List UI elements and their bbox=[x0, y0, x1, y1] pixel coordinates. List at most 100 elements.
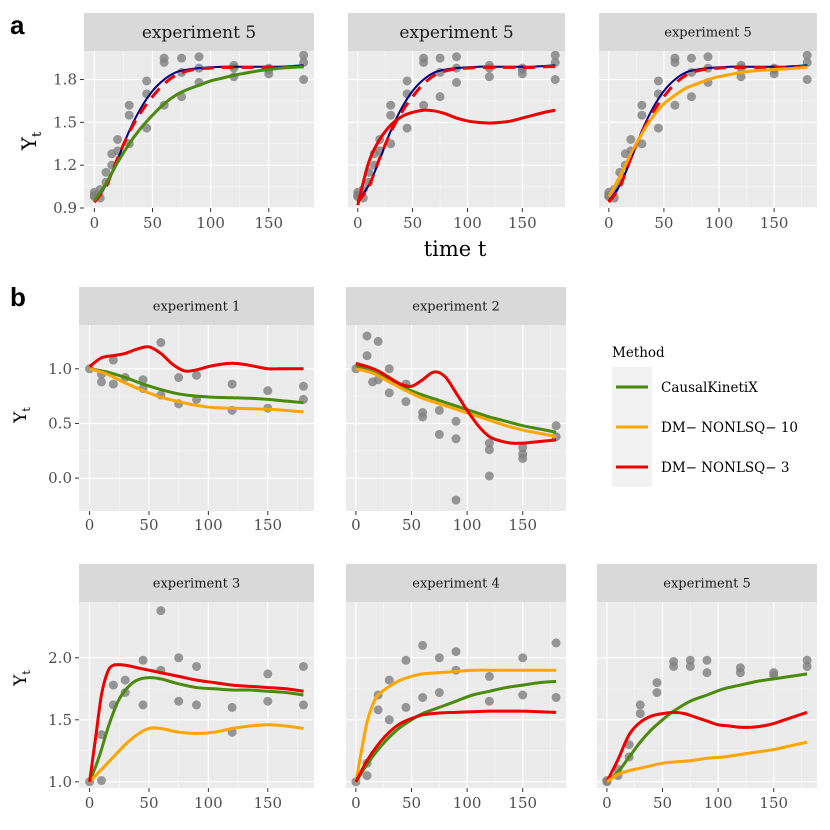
series-line-dm-nonlsq-10 bbox=[606, 740, 808, 784]
x-tick-label: 100 bbox=[194, 794, 223, 812]
y-title-sub: t bbox=[20, 670, 33, 675]
data-point bbox=[138, 700, 148, 710]
x-tick-label: 100 bbox=[194, 516, 223, 534]
data-point bbox=[384, 715, 394, 725]
panel-background bbox=[79, 602, 314, 788]
data-point bbox=[113, 134, 123, 144]
data-point bbox=[551, 638, 561, 648]
subplot-2: experiment 5 0 50 100 150 bbox=[348, 13, 565, 232]
series-line-dm-nonlsq-3 bbox=[88, 663, 304, 783]
data-point bbox=[299, 75, 309, 85]
data-point bbox=[653, 123, 663, 133]
data-point bbox=[637, 100, 647, 110]
panel-background bbox=[599, 51, 817, 208]
data-point bbox=[263, 386, 273, 396]
subplot-3: experiment 5 0 50 100 150 bbox=[599, 13, 817, 232]
y-tick-label: 1.5 bbox=[53, 113, 77, 131]
data-point bbox=[551, 692, 561, 702]
y-title-main: Y bbox=[11, 674, 31, 687]
data-point bbox=[386, 100, 396, 110]
panel-label-b: b bbox=[10, 282, 26, 312]
legend: Method CausalKinetiX DM− NONLSQ− 10 DM− … bbox=[612, 345, 798, 487]
data-point bbox=[484, 72, 494, 82]
x-tick-label: 0 bbox=[85, 794, 95, 812]
legend-label: DM− NONLSQ− 10 bbox=[661, 420, 798, 436]
y-axis-title-b1: Yt bbox=[11, 407, 33, 424]
data-point bbox=[550, 75, 560, 85]
data-point bbox=[402, 123, 412, 133]
data-point bbox=[120, 675, 130, 685]
plot-area bbox=[602, 655, 812, 787]
subplot-8: experiment 5 0 50 100 150 bbox=[597, 564, 817, 812]
data-point bbox=[702, 655, 712, 665]
x-tick-label: 150 bbox=[508, 794, 537, 812]
facet-strip bbox=[348, 13, 565, 51]
facet-strip-title: experiment 5 bbox=[664, 26, 751, 41]
x-tick-label: 50 bbox=[139, 794, 158, 812]
y-tick-label: 0.9 bbox=[53, 199, 77, 217]
data-point bbox=[484, 438, 494, 448]
series-line-dm-nonlsq-10 bbox=[355, 367, 557, 439]
data-point bbox=[227, 379, 237, 389]
facet-strip-title: experiment 2 bbox=[412, 300, 499, 315]
y-axis-title-b2: Yt bbox=[11, 670, 33, 687]
data-point bbox=[373, 336, 383, 346]
facet-strip bbox=[346, 564, 566, 602]
data-point bbox=[96, 776, 106, 786]
data-point bbox=[192, 661, 201, 671]
legend-title: Method bbox=[612, 345, 665, 361]
data-point bbox=[298, 661, 308, 671]
y-tick-label: 1.5 bbox=[48, 711, 72, 729]
plot-area bbox=[85, 606, 308, 787]
data-point bbox=[434, 429, 444, 439]
data-point bbox=[108, 379, 118, 389]
data-point bbox=[434, 688, 444, 698]
data-point bbox=[686, 53, 696, 63]
data-point bbox=[362, 771, 372, 781]
data-point bbox=[518, 443, 528, 453]
series-line-dm-nonlsq-10 bbox=[354, 668, 557, 783]
data-point bbox=[418, 412, 428, 422]
data-point bbox=[452, 77, 461, 87]
y-tick-label: 1.2 bbox=[53, 156, 77, 174]
data-point bbox=[637, 139, 647, 149]
data-point bbox=[401, 702, 411, 712]
plot-area bbox=[85, 338, 308, 415]
data-point bbox=[298, 700, 308, 710]
svg-text:Yt: Yt bbox=[11, 407, 33, 424]
y-title-sub: t bbox=[20, 407, 33, 412]
x-tick-label: 100 bbox=[196, 214, 225, 232]
x-tick-label: 150 bbox=[253, 516, 282, 534]
data-point bbox=[670, 53, 680, 63]
data-point bbox=[142, 76, 152, 86]
data-point bbox=[402, 76, 412, 86]
y-title-main: Y bbox=[11, 411, 31, 424]
data-point bbox=[550, 51, 560, 60]
series-line-dm-nonlsq-10 bbox=[88, 723, 304, 783]
data-point bbox=[298, 381, 308, 391]
plot-area bbox=[604, 51, 812, 204]
data-point bbox=[702, 668, 712, 678]
data-point bbox=[373, 705, 383, 715]
data-point bbox=[96, 377, 106, 387]
series-line-dm-nonlsq-3 bbox=[356, 108, 556, 206]
x-tick-label: 0 bbox=[351, 516, 361, 534]
y-tick-label: 1.0 bbox=[48, 360, 72, 378]
series-line-dm-nonlsq-10 bbox=[607, 65, 808, 198]
data-point bbox=[686, 92, 696, 102]
subplot-6: experiment 3 0 50 100 150 1.0 1.5 2.0 bbox=[48, 564, 314, 812]
x-axis-title-a: time t bbox=[424, 237, 487, 261]
data-point bbox=[451, 647, 461, 657]
x-tick-label: 0 bbox=[604, 214, 614, 232]
data-point bbox=[484, 471, 494, 481]
data-point bbox=[194, 52, 204, 62]
svg-text:Yt: Yt bbox=[17, 131, 45, 151]
data-point bbox=[384, 364, 394, 374]
x-tick-label: 100 bbox=[453, 794, 482, 812]
facet-strip-title: experiment 5 bbox=[399, 23, 513, 43]
facet-strip bbox=[79, 564, 314, 602]
x-tick-label: 50 bbox=[403, 214, 422, 232]
svg-text:Yt: Yt bbox=[11, 670, 33, 687]
data-point bbox=[670, 100, 680, 110]
